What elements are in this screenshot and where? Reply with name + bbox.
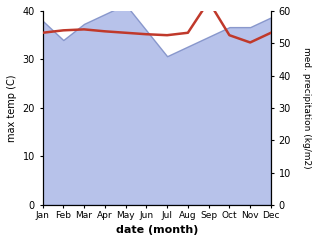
Y-axis label: med. precipitation (kg/m2): med. precipitation (kg/m2) xyxy=(302,47,311,169)
X-axis label: date (month): date (month) xyxy=(115,225,198,235)
Y-axis label: max temp (C): max temp (C) xyxy=(7,74,17,142)
